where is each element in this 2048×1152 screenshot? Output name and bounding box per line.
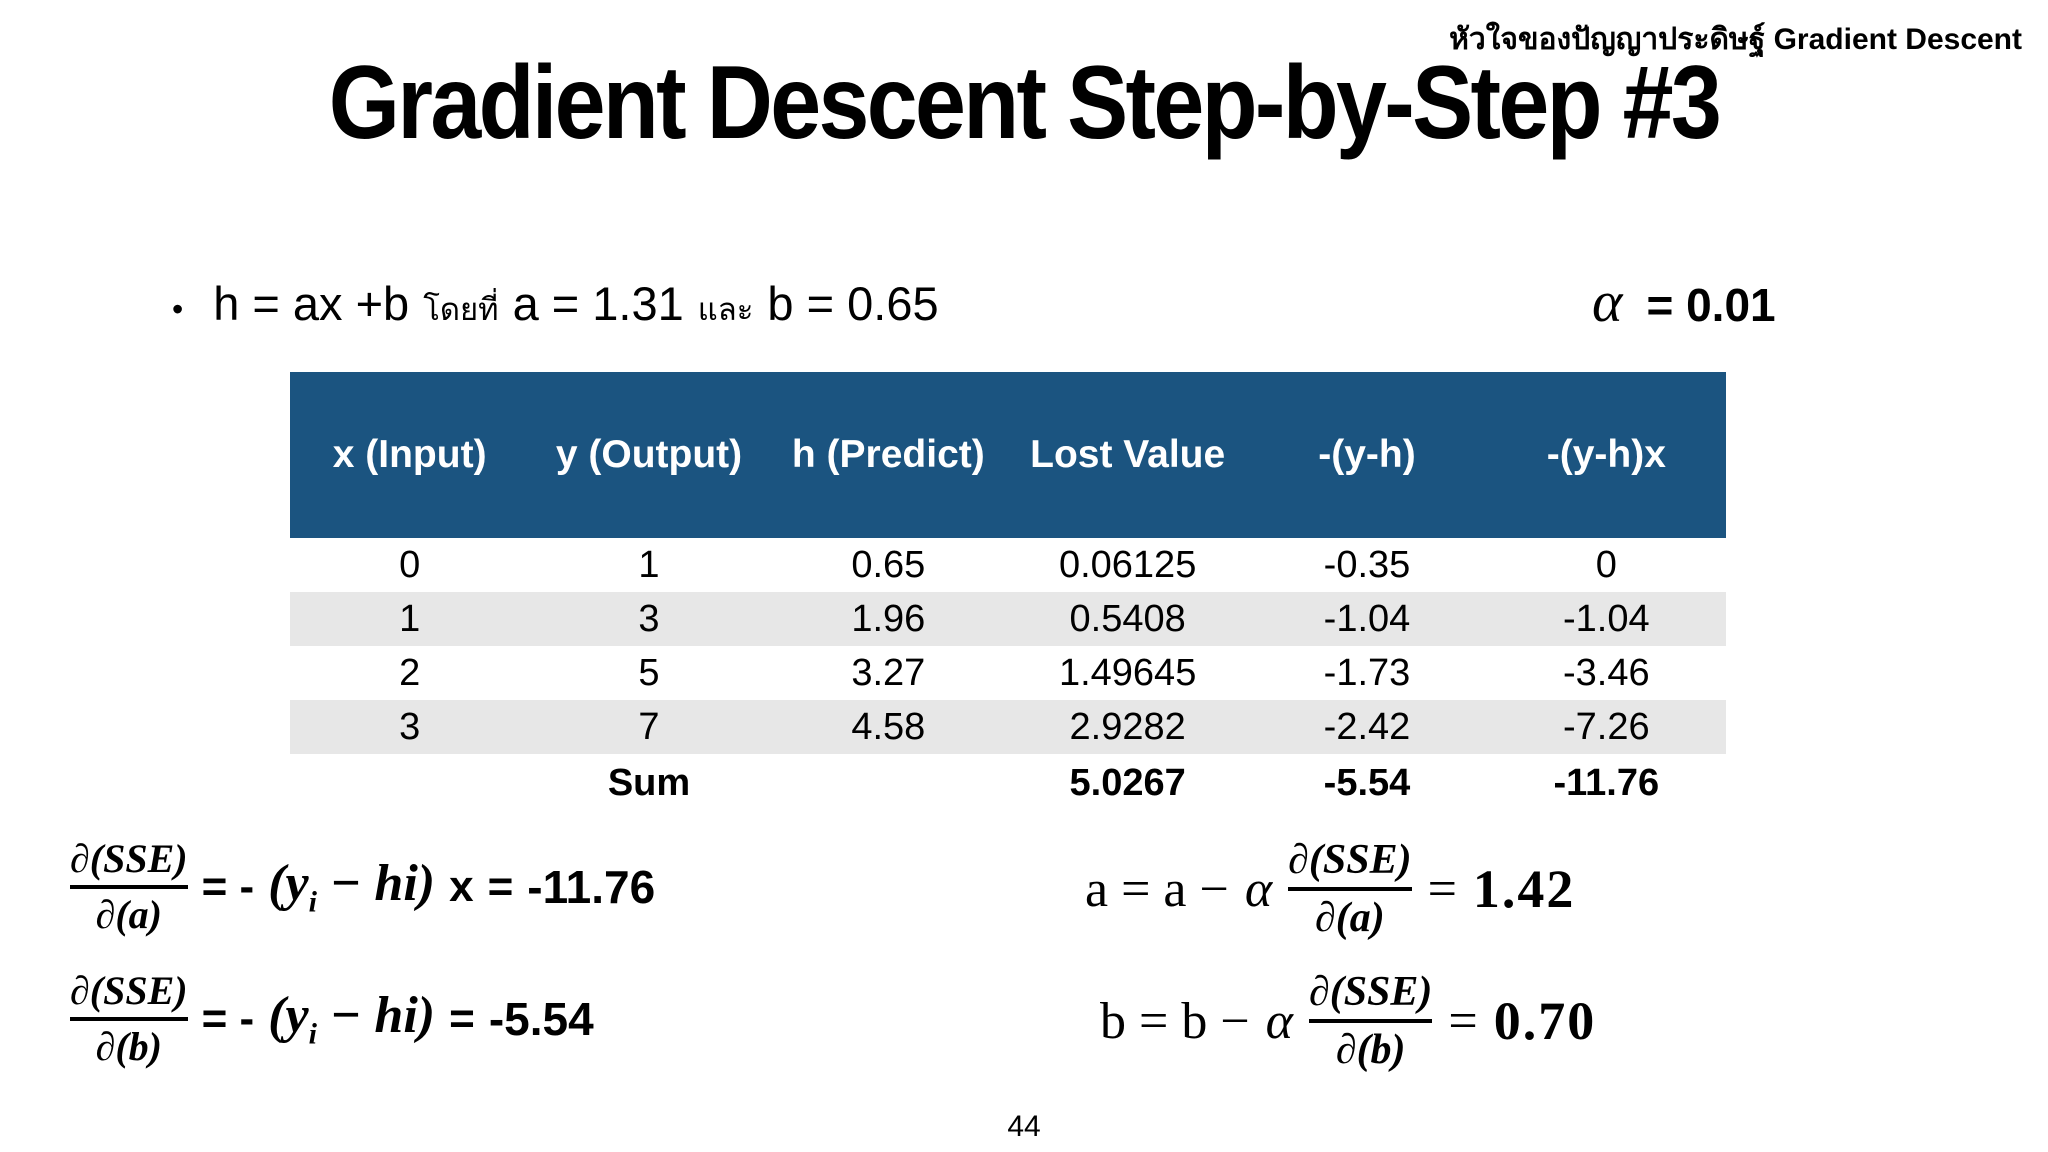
- gradient-b-value: -5.54: [488, 993, 594, 1045]
- fraction-denominator: ∂(b): [95, 1024, 162, 1069]
- equals-sign: = -: [201, 994, 255, 1043]
- alpha-line: α = 0.01: [1592, 268, 1776, 335]
- cell: -1.73: [1323, 651, 1411, 694]
- table-row: 2 5 3.27 1.49645 -1.73 -3.46: [290, 646, 1726, 700]
- cell: -7.26: [1563, 705, 1650, 748]
- cell: -2.42: [1323, 705, 1411, 748]
- data-table: x (Input) y (Output) h (Predict) Lost Va…: [290, 372, 1726, 812]
- alpha-symbol: α: [1592, 269, 1623, 334]
- alpha-symbol: α: [1265, 992, 1293, 1050]
- col-header-neg-yhx: -(y-h)x: [1546, 433, 1666, 476]
- alpha-symbol: α: [1244, 860, 1273, 918]
- bullet-marker: •: [172, 291, 184, 327]
- fraction-bar: [70, 885, 188, 889]
- update-a-formula: a = a − α ∂(SSE) ∂(a) = 1.42: [1085, 836, 1575, 943]
- fraction-bar: [1288, 887, 1412, 892]
- cell: -0.35: [1323, 543, 1411, 586]
- cell: 3: [638, 597, 660, 640]
- fraction-dsse-db: ∂(SSE) ∂(b): [70, 968, 188, 1070]
- cell: 0.5408: [1069, 597, 1186, 640]
- table-row: 3 7 4.58 2.9282 -2.42 -7.26: [290, 700, 1726, 754]
- cell: 0.06125: [1058, 543, 1197, 586]
- corner-note: หัวใจของปัญญาประดิษฐ์ Gradient Descent: [1449, 23, 2022, 56]
- gradient-b-formula: ∂(SSE) ∂(b) = - (yi − hi) = -5.54: [70, 968, 594, 1070]
- equation-h: h = ax +b: [213, 277, 410, 330]
- cell: 1.96: [851, 597, 926, 640]
- cell: 2.9282: [1069, 705, 1186, 748]
- table-row: 0 1 0.65 0.06125 -0.35 0: [290, 538, 1726, 592]
- fraction-dsse-da: ∂(SSE) ∂(a): [70, 836, 188, 938]
- cell: 3.27: [851, 651, 926, 694]
- update-b-formula: b = b − α ∂(SSE) ∂(b) = 0.70: [1100, 968, 1596, 1075]
- update-b-lhs: b = b −: [1100, 992, 1250, 1050]
- sum-lost-value: 5.0267: [1069, 761, 1186, 804]
- fraction-denominator: ∂(b): [1335, 1027, 1406, 1074]
- cell: 1.49645: [1058, 651, 1197, 694]
- col-header-x-input: x (Input): [332, 433, 487, 476]
- residual-expression: (yi − hi): [268, 855, 436, 919]
- subscript-i: i: [308, 885, 317, 919]
- fraction-numerator: ∂(SSE): [1308, 969, 1433, 1015]
- fraction-numerator: ∂(SSE): [70, 836, 188, 881]
- residual-expression: (yi − hi): [268, 987, 436, 1051]
- cell: -1.04: [1563, 597, 1650, 640]
- table-sum-row: Sum 5.0267 -5.54 -11.76: [290, 754, 1726, 812]
- alpha-value: = 0.01: [1646, 279, 1776, 331]
- gradient-a-value: -11.76: [527, 861, 656, 913]
- equals-sign: =: [1448, 992, 1478, 1050]
- equation-b: b = 0.65: [767, 277, 939, 330]
- table-row: 1 3 1.96 0.5408 -1.04 -1.04: [290, 592, 1726, 646]
- cell: 7: [638, 705, 660, 748]
- col-header-neg-yh: -(y-h): [1318, 433, 1416, 476]
- fraction-dsse-db: ∂(SSE) ∂(b): [1308, 968, 1433, 1075]
- equals-sign: =: [449, 994, 475, 1043]
- x-multiplier: x: [449, 862, 474, 911]
- fraction-bar: [70, 1017, 188, 1021]
- col-header-h-predict: h (Predict): [791, 433, 985, 476]
- cell: 3: [399, 705, 421, 748]
- thai-and-label: และ: [697, 292, 754, 327]
- update-a-value: 1.42: [1472, 859, 1576, 920]
- bullet-line: • h = ax +b โดยที่ a = 1.31 และ b = 0.65: [172, 276, 939, 334]
- title-wrap: Gradient Descent Step-by-Step #3: [0, 44, 2048, 163]
- cell: 0: [399, 543, 421, 586]
- cell: 0: [1595, 543, 1617, 586]
- fraction-numerator: ∂(SSE): [70, 968, 188, 1013]
- equals-sign: =: [487, 862, 514, 911]
- page-number: 44: [1007, 1110, 1041, 1143]
- equation-a: a = 1.31: [512, 277, 684, 330]
- sum-label: Sum: [607, 761, 691, 804]
- cell: 1: [638, 543, 660, 586]
- col-header-lost-value: Lost Value: [1030, 433, 1226, 476]
- fraction-denominator: ∂(a): [1314, 895, 1385, 942]
- fraction-bar: [1308, 1019, 1433, 1024]
- cell: 0.65: [851, 543, 926, 586]
- cell: -1.04: [1323, 597, 1411, 640]
- fraction-numerator: ∂(SSE): [1288, 837, 1412, 883]
- cell: 2: [399, 651, 421, 694]
- cell: 1: [399, 597, 421, 640]
- gradient-a-formula: ∂(SSE) ∂(a) = - (yi − hi) x = -11.76: [70, 836, 655, 938]
- col-header-y-output: y (Output): [555, 433, 743, 476]
- page-title: Gradient Descent Step-by-Step #3: [328, 45, 1722, 161]
- fraction-dsse-da: ∂(SSE) ∂(a): [1288, 836, 1412, 943]
- table-header-row: x (Input) y (Output) h (Predict) Lost Va…: [290, 372, 1726, 538]
- fraction-denominator: ∂(a): [95, 892, 162, 937]
- equals-sign: =: [1427, 860, 1457, 918]
- update-b-value: 0.70: [1493, 991, 1597, 1052]
- sum-neg-yhx: -11.76: [1553, 761, 1660, 804]
- equals-sign: = -: [201, 862, 255, 911]
- cell: 5: [638, 651, 660, 694]
- cell: -3.46: [1563, 651, 1650, 694]
- thai-where-label: โดยที่: [423, 292, 499, 327]
- cell: 4.58: [851, 705, 926, 748]
- sum-neg-yh: -5.54: [1323, 761, 1411, 804]
- subscript-i: i: [308, 1017, 317, 1051]
- update-a-lhs: a = a −: [1085, 860, 1229, 918]
